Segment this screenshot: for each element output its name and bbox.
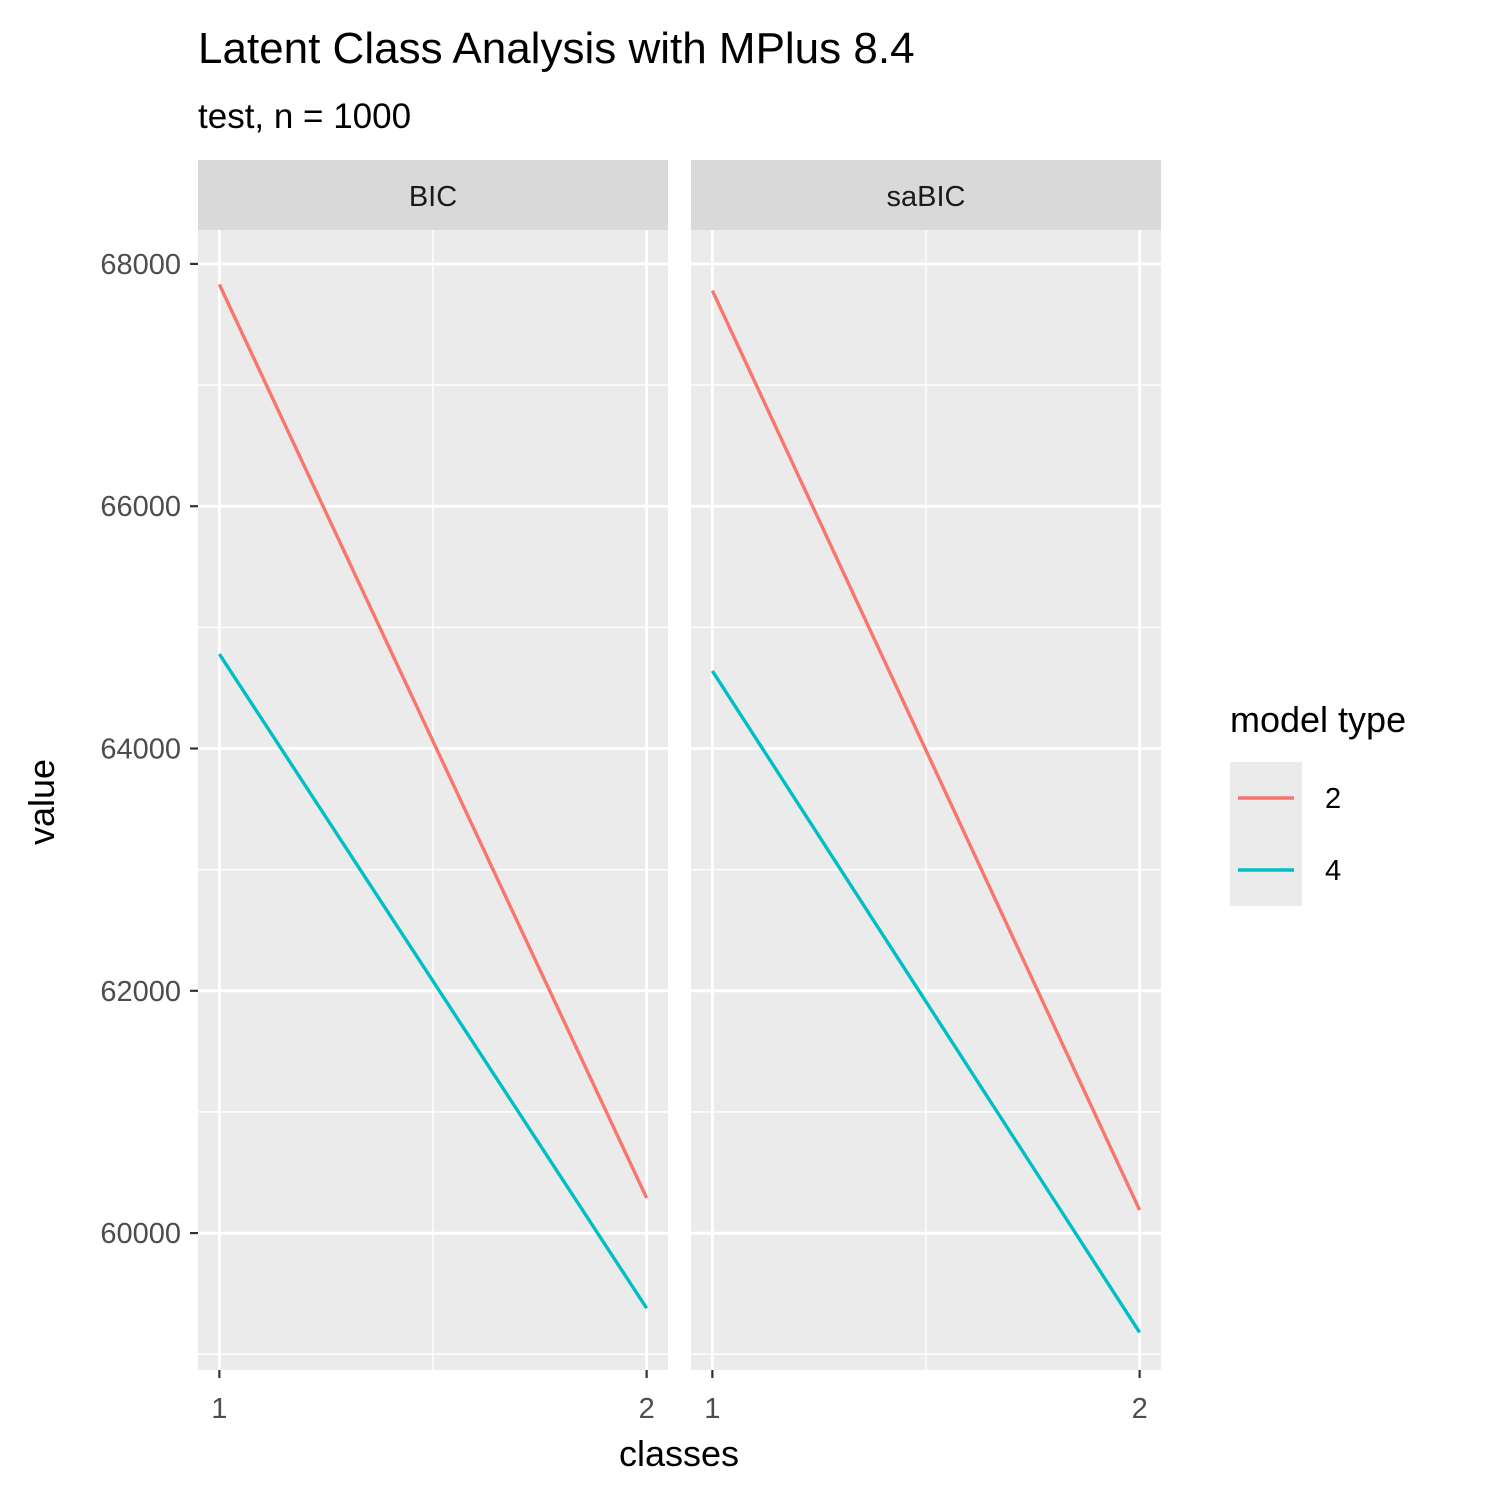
- series-line-sabic-type-2: [710, 289, 1142, 1211]
- series-line-bic-type-2: [217, 283, 649, 1199]
- x-tick-label: 1: [211, 1393, 227, 1425]
- facet-strip-sabic: [691, 160, 1161, 230]
- chart-title: Latent Class Analysis with MPlus 8.4: [198, 24, 915, 73]
- series-line-bic-type-4: [217, 653, 649, 1310]
- chart-subtitle: test, n = 1000: [198, 97, 411, 136]
- facet-strip-bic: [198, 160, 668, 230]
- x-axes: 1 2 1 2: [211, 1370, 1148, 1425]
- legend-key-background: [1230, 762, 1302, 906]
- facet-strip-label: saBIC: [887, 181, 966, 213]
- legend-label-2: 2: [1325, 783, 1341, 815]
- y-tick-label: 64000: [100, 734, 181, 766]
- series-line-sabic-type-4: [710, 670, 1142, 1334]
- y-tick-label: 60000: [100, 1218, 181, 1250]
- y-axis: 60000 62000 64000 66000 68000: [100, 249, 198, 1250]
- x-tick-label: 1: [704, 1393, 720, 1425]
- legend-title: model type: [1230, 699, 1406, 740]
- x-tick-label: 2: [1132, 1393, 1148, 1425]
- y-axis-title: value: [21, 759, 62, 845]
- legend-label-4: 4: [1325, 855, 1341, 887]
- y-tick-label: 66000: [100, 491, 181, 523]
- facet-panel-bic: BIC: [198, 160, 668, 1370]
- facet-strip-label: BIC: [409, 181, 457, 213]
- y-tick-label: 68000: [100, 249, 181, 281]
- x-tick-label: 2: [639, 1393, 655, 1425]
- facet-panel-sabic: saBIC: [691, 160, 1161, 1370]
- x-axis-title: classes: [619, 1433, 739, 1474]
- legend: model type 2 4: [1230, 699, 1406, 906]
- facet-panels: BIC saBIC: [198, 160, 1161, 1370]
- y-tick-label: 62000: [100, 976, 181, 1008]
